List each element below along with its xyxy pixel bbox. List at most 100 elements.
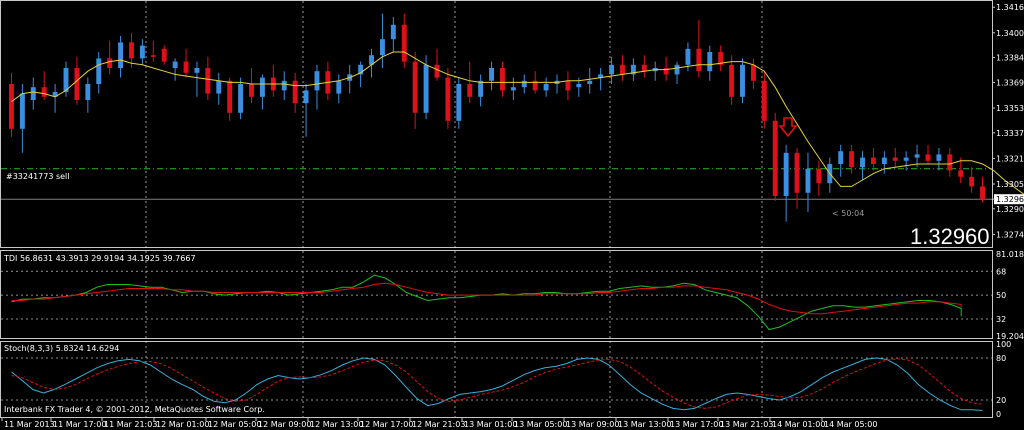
candle-body [925,154,931,161]
candle-body [576,84,582,88]
stoch-tick-label: 80 [996,354,1006,363]
candle-body [783,152,789,196]
candle-body [947,154,953,171]
stoch-panel-frame [0,341,993,418]
price-tick-label: 1.33055 [996,180,1024,189]
price-tick-label: 1.32960 [996,195,1024,204]
time-tick-label: 14 Mar 01:00 [772,420,825,429]
price-axis: 1.34160 1.34000 1.33845 1.33690 1.33530 1.333… [992,3,1024,419]
tdi-panel[interactable] [1,270,992,331]
stoch-main-line [11,357,983,411]
candle-body [510,87,516,91]
candle-body [685,48,691,65]
candle-body [696,48,702,72]
candle-body [903,157,909,161]
candle-body [543,84,549,91]
candle-body [674,64,680,75]
candle-body [816,168,822,184]
price-tick-label: 1.34160 [996,3,1024,12]
tdi-tick-label: 50 [996,291,1006,300]
price-tick-label: 1.32740 [996,230,1024,239]
time-tick-label: 12 Mar 13:00 [310,420,363,429]
candle-body [336,80,342,94]
candle-body [521,80,527,88]
price-tick-label: 1.32900 [996,205,1024,214]
candle-body [892,157,898,161]
candle-body [849,151,855,168]
time-tick-label: 12 Mar 09:00 [258,420,311,429]
tdi-tick-label: 32 [996,315,1006,324]
candle-body [292,80,298,104]
candle-body [729,64,735,97]
candle-body [772,120,778,196]
candle-body [63,68,69,92]
candle-body [641,64,647,72]
candle-body [107,58,113,68]
time-tick-label: 13 Mar 21:03 [720,420,773,429]
candle-body [914,154,920,158]
candle-body [358,64,364,75]
candle-body [161,48,167,62]
candle-body [205,68,211,94]
candle-body [718,52,724,65]
candle-body [369,55,374,65]
order-label: #33241773 sell [6,172,70,181]
candle-body [805,168,811,193]
price-tick-label: 1.33215 [996,154,1024,163]
candle-body [85,84,91,100]
stoch-tick-label: 100 [996,340,1011,349]
candle-body [30,87,36,100]
candle-body [794,152,800,193]
candle-body [227,80,233,113]
candle-body [41,87,47,97]
candle-body [281,80,287,91]
current-price-tag [994,194,1024,205]
time-tick-label: 12 Mar 21:03 [412,420,465,429]
candle-body [870,157,876,164]
candle-body [238,84,244,113]
candle-body [314,71,320,91]
current-price-big: 1.32960 [910,224,990,249]
stoch-panel[interactable] [1,357,992,411]
candle-body [52,92,58,97]
price-panel[interactable] [1,13,1024,222]
candle-body [390,24,396,40]
footer-copyright: Interbank FX Trader 4, © 2001-2012, Meta… [4,405,265,414]
time-tick-label: 13 Mar 17:00 [670,420,723,429]
price-panel-frame [0,0,993,248]
candle-body [936,154,942,161]
stoch-tick-label: 0 [996,410,1001,419]
candle-body [467,84,473,97]
stoch-signal-line [11,358,983,409]
time-tick-label: 12 Mar 17:00 [360,420,413,429]
time-tick-label: 13 Mar 01:00 [464,420,517,429]
candle-body [761,80,767,121]
tdi-tick-label: 81.0188 [996,250,1024,259]
candle-body [401,24,407,62]
candle-body [74,68,80,100]
time-tick-label: 12 Mar 01:00 [156,420,209,429]
candle-body [980,186,985,200]
stoch-label: Stoch(8,3,3) 5.8324 14.6294 [4,344,119,353]
moving-average-line [11,51,1024,196]
candle-body [750,64,756,81]
candle-body [303,90,309,104]
candle-body [630,64,636,75]
tdi-tick-label: 19.2044 [996,332,1024,341]
candle-body [423,64,429,113]
candle-body [740,64,745,97]
candle-body [216,80,222,94]
candle-body [838,151,844,164]
candle-body [379,39,385,56]
candle-body [587,80,593,84]
candle-body [129,42,134,59]
candle-body [19,93,25,129]
tdi-panel-frame [0,250,993,339]
tdi-label: TDI 56.8631 43.3913 29.9194 34.1925 39.7… [3,254,196,263]
candle-body [478,80,484,97]
candle-body [434,64,440,78]
time-tick-label: 13 Mar 13:00 [618,420,671,429]
candle-body [707,52,713,72]
